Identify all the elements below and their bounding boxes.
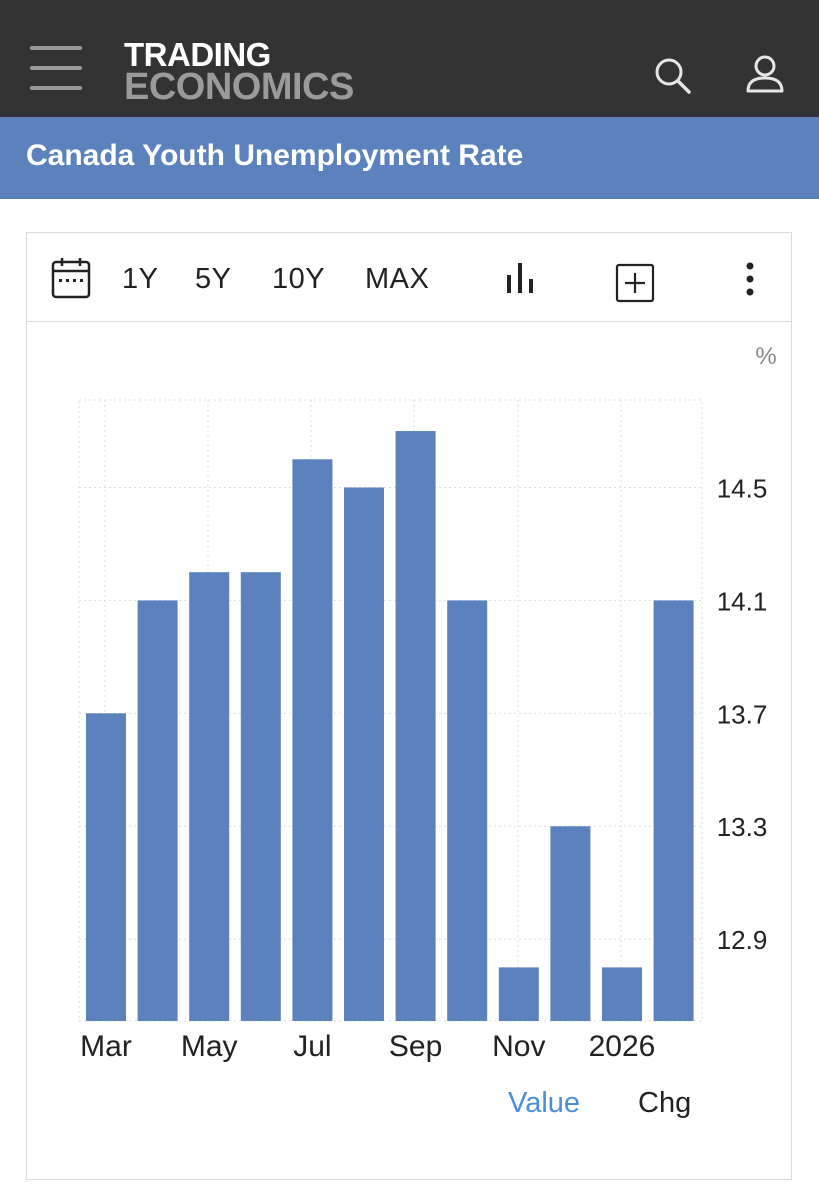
logo-line-1: TRADING (124, 36, 271, 73)
bar[interactable] (292, 459, 333, 1021)
bar[interactable] (550, 826, 591, 1021)
y-tick-label: 13.7 (717, 699, 768, 729)
chart-toolbar: 1Y 5Y 10Y MAX (27, 233, 791, 322)
x-tick-label: Jul (293, 1030, 331, 1063)
search-icon[interactable] (652, 55, 692, 95)
y-tick-label: 13.3 (717, 812, 768, 842)
y-axis-unit: % (755, 343, 776, 370)
bar[interactable] (137, 600, 178, 1021)
calendar-icon[interactable] (51, 257, 91, 299)
y-tick-label: 12.9 (717, 925, 768, 955)
x-tick-label: Nov (492, 1030, 545, 1063)
bar-chart-type-icon[interactable] (505, 261, 537, 295)
bar[interactable] (344, 487, 384, 1022)
chart-card: 1Y 5Y 10Y MAX (26, 232, 792, 1180)
bar[interactable] (653, 600, 694, 1021)
range-1y-button[interactable]: 1Y (122, 263, 159, 295)
hamburger-menu-icon[interactable] (30, 46, 82, 90)
page-title: Canada Youth Unemployment Rate (26, 139, 524, 172)
x-tick-label: Mar (80, 1030, 132, 1063)
range-10y-button[interactable]: 10Y (272, 263, 326, 295)
bar[interactable] (395, 431, 436, 1021)
range-5y-button[interactable]: 5Y (195, 263, 232, 295)
add-compare-icon[interactable] (615, 263, 655, 303)
page-title-bar: Canada Youth Unemployment Rate (0, 117, 819, 199)
bar[interactable] (240, 572, 281, 1021)
plot-area-frame (78, 399, 703, 1022)
bar[interactable] (498, 967, 539, 1021)
user-account-icon[interactable] (744, 53, 786, 95)
top-navbar: TRADING ECONOMICS (0, 0, 819, 117)
range-max-button[interactable]: MAX (365, 263, 430, 295)
y-tick-label: 14.1 (717, 586, 768, 616)
more-options-icon[interactable] (743, 261, 757, 297)
logo[interactable]: TRADING ECONOMICS (124, 36, 354, 109)
bar[interactable] (189, 572, 230, 1021)
x-tick-label: Sep (389, 1030, 442, 1063)
y-tick-label: 14.5 (717, 474, 768, 504)
bar[interactable] (86, 713, 126, 1021)
logo-line-2: ECONOMICS (124, 66, 354, 109)
bar[interactable] (447, 600, 488, 1021)
legend-value-tab[interactable]: Value (508, 1087, 581, 1119)
legend-chg-tab[interactable]: Chg (638, 1087, 692, 1119)
x-tick-label: 2026 (589, 1030, 656, 1063)
x-tick-label: May (181, 1030, 238, 1063)
bar[interactable] (602, 967, 642, 1021)
